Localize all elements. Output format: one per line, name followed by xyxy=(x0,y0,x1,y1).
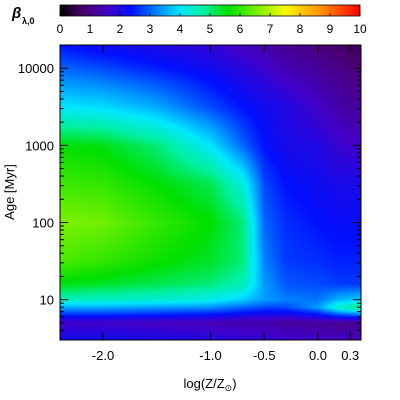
x-tick-label: -2.0 xyxy=(92,348,114,363)
x-tick-label: -0.5 xyxy=(253,348,275,363)
y-axis-ticks: 10 100 1000 10000 xyxy=(18,44,361,341)
colorbar-tick-label: 1 xyxy=(87,22,94,36)
colorbar-tick-label: 0 xyxy=(57,22,64,36)
x-tick-label: -1.0 xyxy=(199,348,221,363)
colorbar: β λ,0 0 1 2 3 4 5 6 7 8 9 10 xyxy=(11,4,367,36)
y-tick-label: 1000 xyxy=(25,138,54,153)
colorbar-tick-label: 8 xyxy=(297,22,304,36)
colorbar-tick-label: 10 xyxy=(353,22,367,36)
colorbar-tick-label: 9 xyxy=(327,22,334,36)
y-tick-label: 10 xyxy=(40,293,54,308)
heatmap-canvas xyxy=(60,45,361,340)
colorbar-label-subscript: λ,0 xyxy=(22,16,35,26)
x-tick-label: 0.3 xyxy=(341,348,359,363)
plot-frame xyxy=(59,44,362,341)
colorbar-tick-label: 3 xyxy=(147,22,154,36)
colorbar-label: β xyxy=(11,5,21,22)
x-axis-ticks: -2.0 -1.0 -0.5 0.0 0.3 xyxy=(92,45,359,363)
colorbar-tick-label: 2 xyxy=(117,22,124,36)
colorbar-tick-label: 4 xyxy=(177,22,184,36)
colorbar-tick-label: 6 xyxy=(237,22,244,36)
x-tick-label: 0.0 xyxy=(309,348,327,363)
x-axis-label: log(Z/Z⊙) xyxy=(183,376,236,393)
colorbar-ticks: 0 1 2 3 4 5 6 7 8 9 10 xyxy=(57,13,367,36)
colorbar-tick-label: 7 xyxy=(267,22,274,36)
y-axis-label: Age [Myr] xyxy=(2,164,17,220)
colorbar-tick-label: 5 xyxy=(207,22,214,36)
y-tick-label: 10000 xyxy=(18,61,54,76)
y-tick-label: 100 xyxy=(32,216,54,231)
